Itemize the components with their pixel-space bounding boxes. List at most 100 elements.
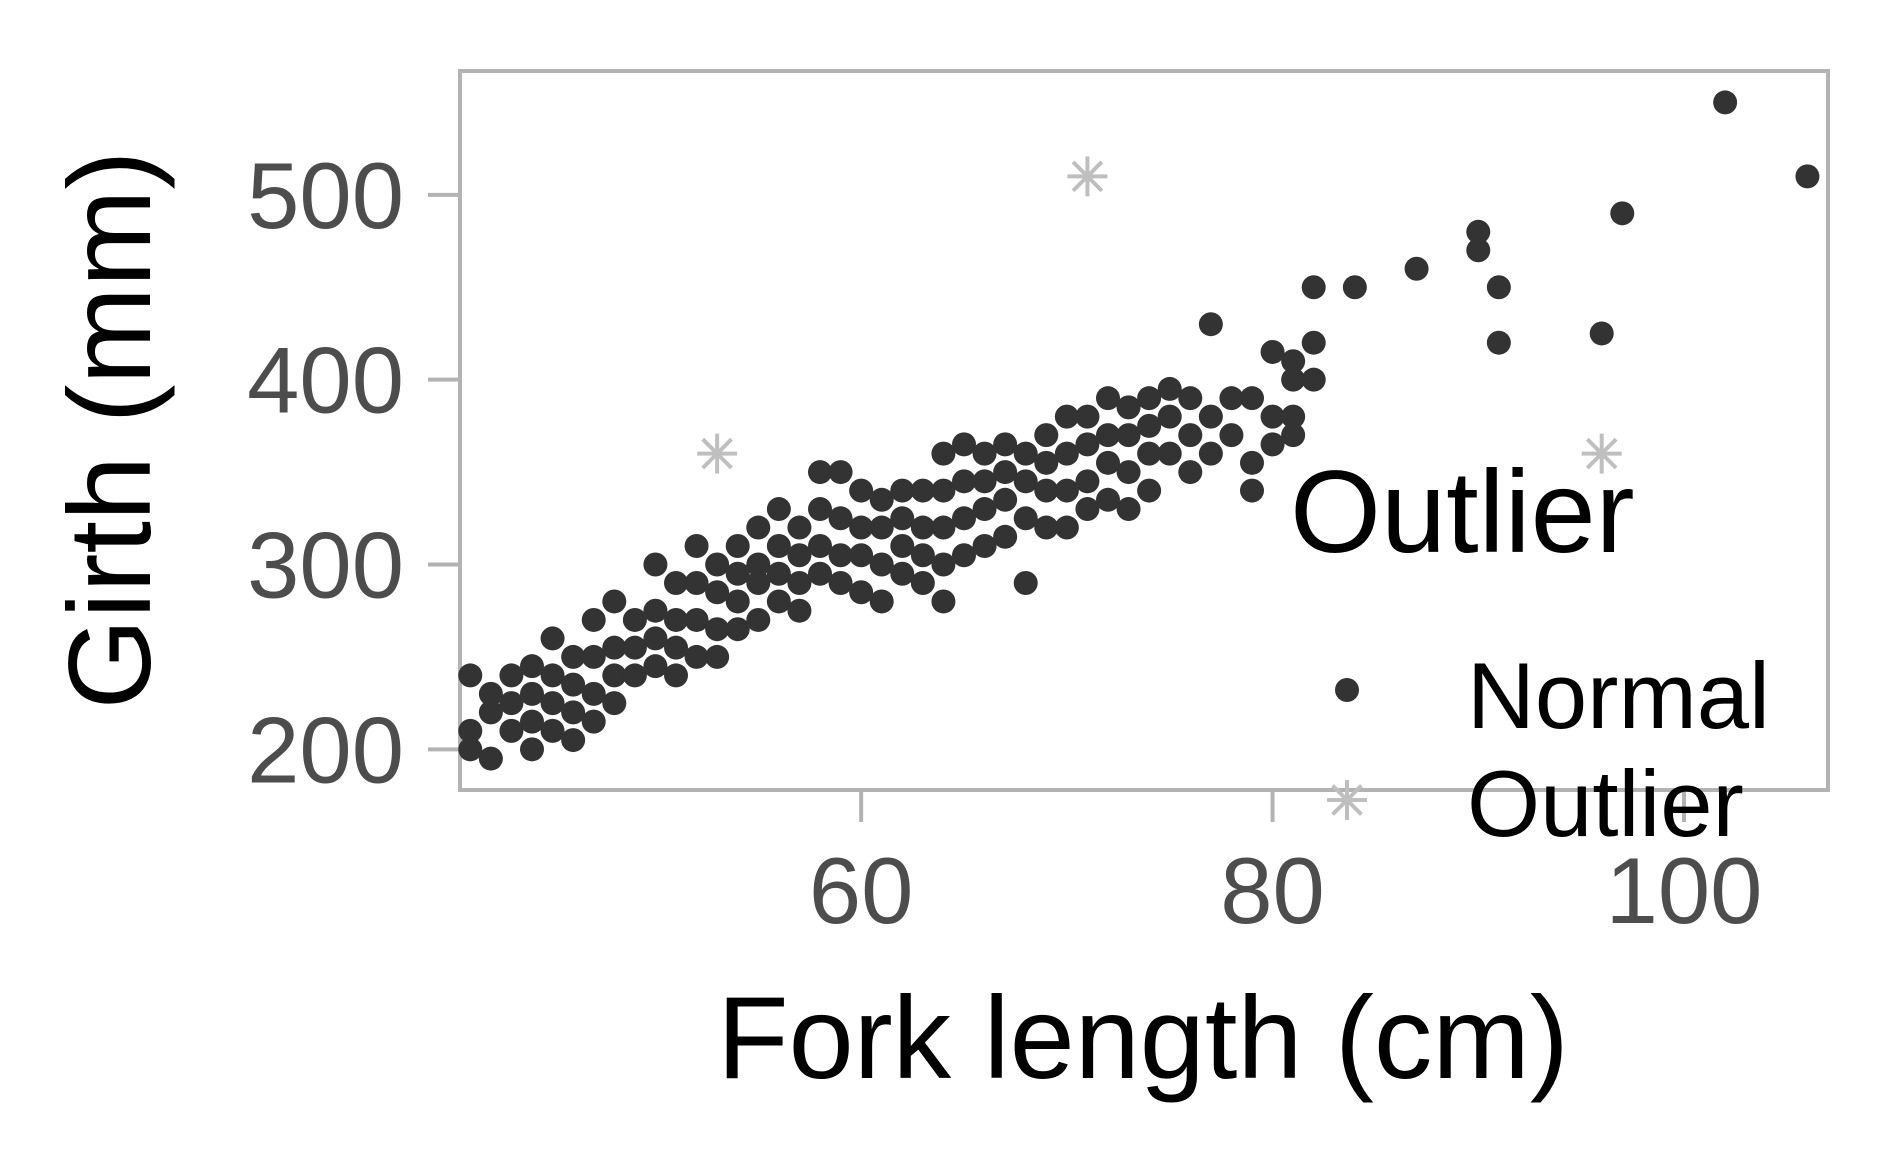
normal-point <box>1013 441 1038 466</box>
normal-point <box>1281 404 1306 429</box>
normal-point <box>1342 275 1367 300</box>
normal-point <box>1486 330 1511 355</box>
x-tick-label: 80 <box>1220 838 1325 943</box>
normal-point <box>993 460 1018 485</box>
normal-point <box>478 700 503 725</box>
normal-point <box>1054 404 1079 429</box>
normal-point <box>972 534 997 559</box>
normal-point <box>787 598 812 623</box>
normal-point <box>705 552 730 577</box>
normal-point <box>890 561 915 586</box>
normal-point <box>540 691 565 716</box>
normal-point <box>581 644 606 669</box>
normal-point <box>1157 404 1182 429</box>
normal-point <box>1096 423 1120 448</box>
x-axis: 60 80 100 <box>809 792 1762 943</box>
normal-point <box>1013 469 1038 494</box>
y-axis: 200 300 400 500 <box>247 143 458 802</box>
normal-point <box>1034 423 1059 448</box>
normal-point <box>602 691 627 716</box>
normal-point <box>766 534 791 559</box>
normal-point <box>643 598 668 623</box>
normal-point <box>890 534 915 559</box>
legend-dot-icon <box>1335 678 1359 702</box>
normal-point <box>1157 376 1182 401</box>
normal-point <box>561 672 586 697</box>
legend-key-normal <box>1335 678 1359 702</box>
normal-point <box>766 497 791 522</box>
normal-point <box>1713 90 1738 115</box>
normal-point <box>869 552 894 577</box>
normal-point <box>684 644 709 669</box>
normal-point <box>1219 386 1244 411</box>
normal-point <box>828 570 853 595</box>
normal-point <box>540 718 565 743</box>
normal-point <box>1240 386 1264 411</box>
normal-point <box>478 681 503 706</box>
normal-point <box>766 561 791 586</box>
normal-point <box>910 570 935 595</box>
normal-point <box>993 487 1018 512</box>
normal-point <box>1301 275 1326 300</box>
normal-point <box>808 497 832 522</box>
normal-point <box>1404 256 1429 281</box>
normal-point <box>849 515 874 540</box>
normal-point <box>684 534 709 559</box>
y-tick-label: 300 <box>247 513 404 618</box>
normal-point <box>1075 432 1100 457</box>
normal-point <box>664 570 688 595</box>
normal-point <box>1178 423 1203 448</box>
normal-point <box>1013 506 1038 531</box>
normal-point <box>1116 460 1141 485</box>
normal-point <box>993 524 1018 549</box>
normal-point <box>664 635 688 660</box>
normal-point <box>1198 441 1223 466</box>
normal-point <box>808 534 832 559</box>
normal-point <box>952 432 976 457</box>
normal-point <box>931 478 956 503</box>
normal-point <box>952 543 976 568</box>
normal-point <box>1157 441 1182 466</box>
normal-point <box>1137 478 1162 503</box>
legend-label-outlier: Outlier <box>1467 751 1744 856</box>
normal-point <box>808 561 832 586</box>
normal-point <box>705 644 730 669</box>
normal-point <box>1240 450 1264 475</box>
normal-point <box>1013 570 1038 595</box>
normal-point <box>1198 312 1223 337</box>
outlier-point <box>1581 433 1622 474</box>
normal-point <box>972 497 997 522</box>
normal-point <box>664 663 688 688</box>
normal-point <box>1260 404 1285 429</box>
normal-point <box>705 617 730 642</box>
normal-point <box>1034 450 1059 475</box>
normal-point <box>869 515 894 540</box>
normal-point <box>643 552 668 577</box>
outlier-point <box>697 433 738 474</box>
normal-point <box>1137 441 1162 466</box>
normal-point <box>890 478 915 503</box>
normal-point <box>766 589 791 614</box>
legend-asterisk-icon <box>1327 780 1367 820</box>
normal-point <box>972 469 997 494</box>
legend-key-outlier <box>1327 780 1367 820</box>
normal-point <box>931 515 956 540</box>
normal-point <box>1075 469 1100 494</box>
y-axis-title: Girth (mm) <box>44 151 175 710</box>
normal-point <box>499 691 524 716</box>
normal-point <box>520 681 544 706</box>
normal-point <box>581 607 606 632</box>
normal-point <box>458 718 483 743</box>
y-tick-label: 200 <box>247 697 404 802</box>
plot-panel-border <box>458 69 1830 792</box>
normal-point <box>1466 238 1491 263</box>
normal-point <box>828 506 853 531</box>
normal-point <box>931 552 956 577</box>
normal-point <box>746 607 771 632</box>
normal-point <box>1034 478 1059 503</box>
normal-point <box>561 700 586 725</box>
normal-point <box>1075 497 1100 522</box>
normal-point <box>705 580 730 605</box>
normal-point <box>1178 460 1203 485</box>
